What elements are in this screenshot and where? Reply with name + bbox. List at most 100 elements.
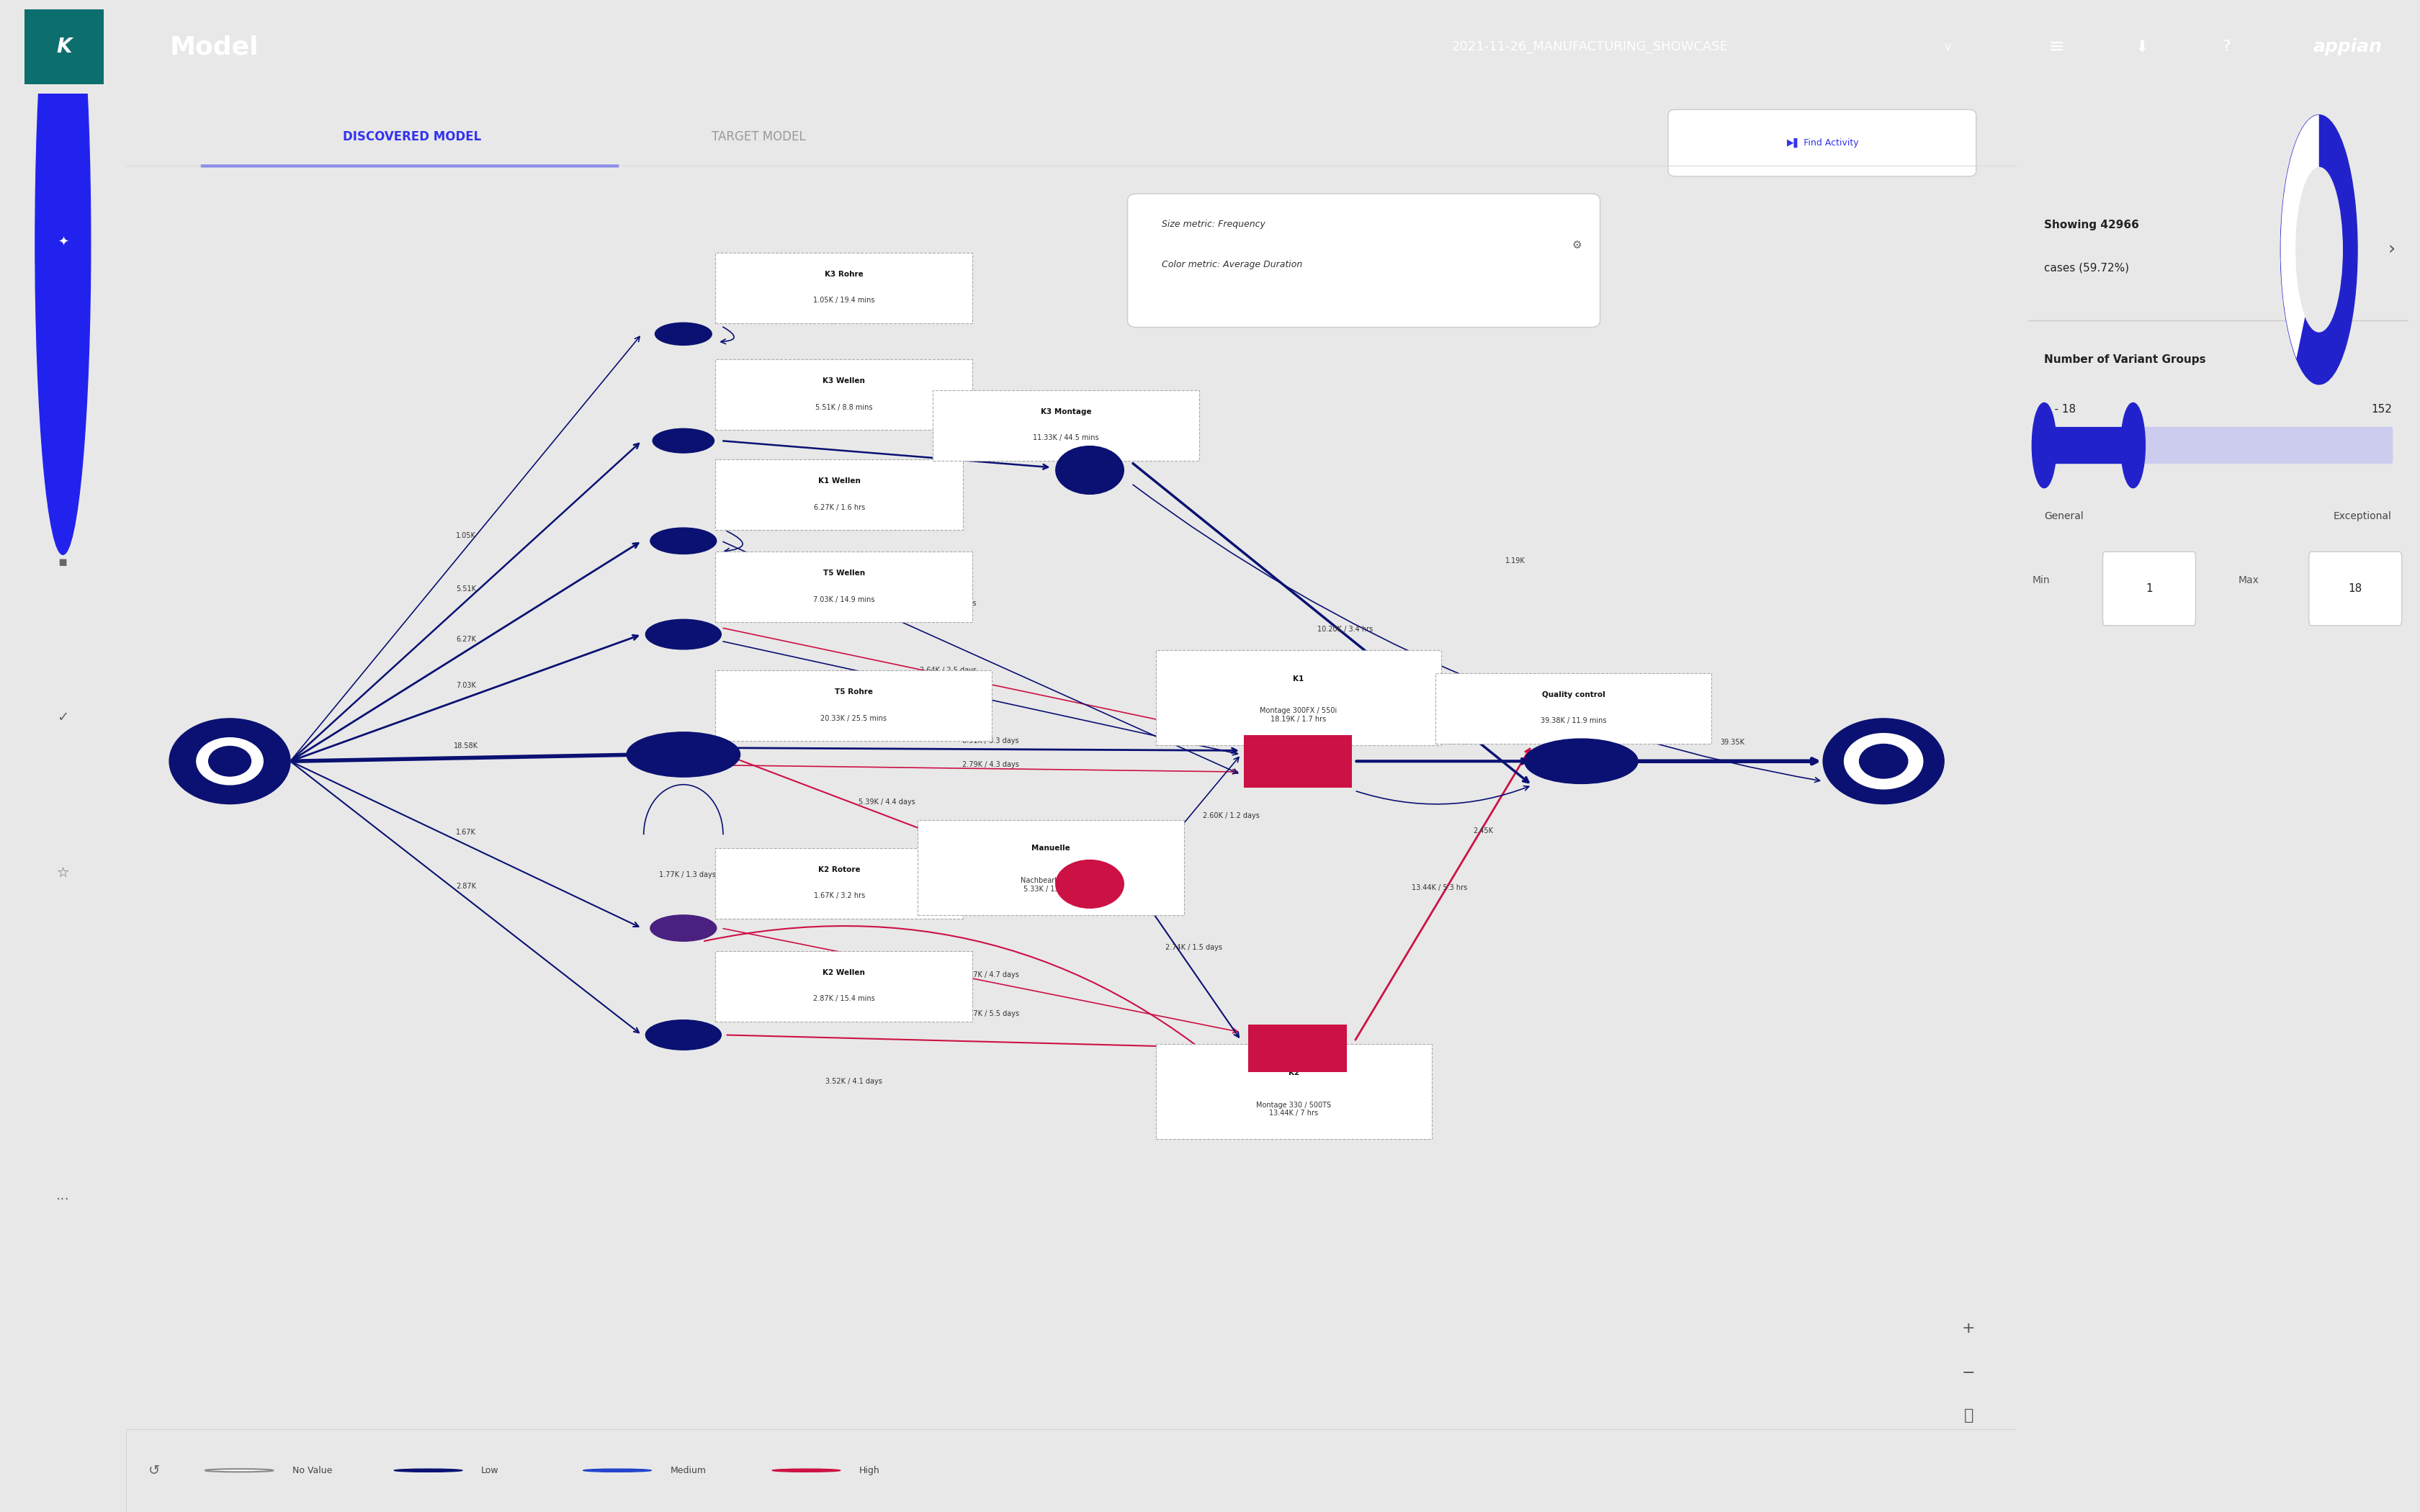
Text: K3 Rohre: K3 Rohre — [825, 271, 864, 278]
Text: +: + — [1963, 1321, 1975, 1337]
FancyBboxPatch shape — [1128, 194, 1600, 327]
Text: 1 - 18: 1 - 18 — [2045, 404, 2076, 414]
Circle shape — [1822, 718, 1943, 804]
Text: 1.67K / 3.2 hrs: 1.67K / 3.2 hrs — [813, 892, 864, 900]
FancyBboxPatch shape — [1249, 1024, 1348, 1072]
Text: 2.87K / 15.4 mins: 2.87K / 15.4 mins — [813, 995, 876, 1002]
Text: −: − — [1963, 1365, 1975, 1380]
Text: 2.87K / 5.5 days: 2.87K / 5.5 days — [963, 1010, 1019, 1018]
Text: Manuelle: Manuelle — [1031, 845, 1070, 851]
Text: 2.60K / 1.2 days: 2.60K / 1.2 days — [1203, 812, 1261, 820]
Text: 2.74K / 1.5 days: 2.74K / 1.5 days — [1166, 943, 1222, 951]
Text: 2021-11-26_MANUFACTURING_SHOWCASE: 2021-11-26_MANUFACTURING_SHOWCASE — [1452, 41, 1728, 53]
Text: K2: K2 — [1287, 1069, 1300, 1077]
Text: DISCOVERED MODEL: DISCOVERED MODEL — [344, 130, 482, 144]
Circle shape — [1055, 446, 1123, 494]
Text: ⬇: ⬇ — [2134, 39, 2149, 54]
FancyBboxPatch shape — [716, 670, 992, 741]
Text: Size metric: Frequency: Size metric: Frequency — [1162, 219, 1266, 230]
Text: 1.67K / 4.7 days: 1.67K / 4.7 days — [963, 971, 1019, 978]
Circle shape — [206, 1470, 273, 1471]
Text: ⛶: ⛶ — [1963, 1408, 1972, 1423]
Text: 1.98K / 3.1 days: 1.98K / 3.1 days — [920, 600, 975, 608]
FancyBboxPatch shape — [1157, 1045, 1433, 1139]
Text: 6.27K / 1.6 hrs: 6.27K / 1.6 hrs — [813, 503, 864, 511]
Ellipse shape — [646, 1021, 721, 1049]
FancyBboxPatch shape — [932, 390, 1200, 461]
FancyBboxPatch shape — [716, 848, 963, 919]
FancyBboxPatch shape — [1667, 110, 1977, 177]
Text: ☰: ☰ — [56, 399, 70, 413]
Text: appian: appian — [2314, 38, 2381, 56]
Ellipse shape — [646, 620, 721, 649]
Text: ···: ··· — [56, 1193, 70, 1207]
Text: 1.05K: 1.05K — [455, 532, 477, 540]
Text: 1.05K / 4.3 days: 1.05K / 4.3 days — [784, 318, 840, 324]
Text: No Value: No Value — [293, 1465, 332, 1476]
Text: 2.87K: 2.87K — [455, 883, 477, 889]
FancyBboxPatch shape — [1157, 650, 1442, 745]
Text: K2 Rotore: K2 Rotore — [818, 866, 862, 874]
Text: 1: 1 — [2147, 584, 2154, 594]
Text: K: K — [56, 36, 73, 57]
Circle shape — [2120, 402, 2144, 488]
Circle shape — [583, 1470, 651, 1471]
Text: Quality control: Quality control — [1542, 691, 1604, 699]
Text: 5.51K: 5.51K — [455, 585, 477, 593]
Circle shape — [2280, 115, 2357, 384]
Text: 3.52K / 4.1 days: 3.52K / 4.1 days — [825, 1078, 881, 1086]
Ellipse shape — [653, 428, 714, 454]
Text: T5 Wellen: T5 Wellen — [823, 570, 864, 576]
FancyBboxPatch shape — [716, 460, 963, 531]
FancyBboxPatch shape — [917, 820, 1183, 915]
Text: Montage 300FX / 550i
18.19K / 1.7 hrs: Montage 300FX / 550i 18.19K / 1.7 hrs — [1261, 708, 1338, 723]
Text: 7.03K: 7.03K — [455, 682, 477, 689]
Text: Number of Variant Groups: Number of Variant Groups — [2045, 354, 2207, 366]
Text: v: v — [1946, 41, 1951, 53]
FancyBboxPatch shape — [2103, 552, 2195, 626]
FancyBboxPatch shape — [24, 9, 104, 85]
Text: K1: K1 — [1292, 674, 1304, 682]
Text: Color metric: Average Duration: Color metric: Average Duration — [1162, 260, 1302, 269]
Circle shape — [169, 718, 290, 804]
Ellipse shape — [656, 322, 711, 345]
Text: 20.33K / 25.5 mins: 20.33K / 25.5 mins — [820, 715, 886, 721]
FancyBboxPatch shape — [1435, 673, 1711, 744]
Text: 7.03K / 14.9 mins: 7.03K / 14.9 mins — [813, 596, 876, 603]
Text: ↺: ↺ — [148, 1464, 160, 1477]
Text: K3 Montage: K3 Montage — [1041, 408, 1091, 416]
Text: 2.45K: 2.45K — [1474, 827, 1493, 835]
Text: ⚙: ⚙ — [1571, 240, 1583, 251]
Text: K1 Wellen: K1 Wellen — [818, 478, 862, 485]
Text: Showing 42966: Showing 42966 — [2045, 219, 2139, 230]
Text: T5 Rohre: T5 Rohre — [835, 688, 874, 696]
Text: Max: Max — [2238, 575, 2258, 585]
Text: 39.35K: 39.35K — [1721, 739, 1745, 745]
Text: 18.58K: 18.58K — [455, 742, 479, 750]
Circle shape — [208, 747, 252, 776]
Text: 1.67K: 1.67K — [455, 829, 477, 836]
Text: ?: ? — [2222, 39, 2231, 54]
Text: Nachbearbeitung
5.33K / 13.1 hrs: Nachbearbeitung 5.33K / 13.1 hrs — [1021, 877, 1082, 892]
FancyBboxPatch shape — [716, 552, 973, 623]
Text: cases (59.72%): cases (59.72%) — [2045, 262, 2130, 274]
Text: 152: 152 — [2372, 404, 2391, 414]
Text: 11.33K / 44.5 mins: 11.33K / 44.5 mins — [1033, 434, 1099, 442]
Text: 5.39K / 4.4 days: 5.39K / 4.4 days — [859, 798, 915, 806]
Text: High: High — [859, 1465, 881, 1476]
Ellipse shape — [651, 915, 716, 940]
FancyBboxPatch shape — [2042, 426, 2134, 464]
Text: Medium: Medium — [670, 1465, 707, 1476]
Text: ☆: ☆ — [56, 866, 70, 880]
Text: 13.44K / 5.3 hrs: 13.44K / 5.3 hrs — [1411, 885, 1467, 891]
Text: 5.51K / 8.8 mins: 5.51K / 8.8 mins — [816, 404, 874, 411]
FancyBboxPatch shape — [2042, 426, 2393, 464]
Text: General: General — [2045, 511, 2084, 522]
FancyBboxPatch shape — [2309, 552, 2401, 626]
Text: Model: Model — [169, 35, 259, 59]
Text: 2.41K / 2.3 days: 2.41K / 2.3 days — [920, 697, 975, 705]
Text: 2.79K / 4.3 days: 2.79K / 4.3 days — [963, 761, 1019, 768]
Wedge shape — [2280, 115, 2318, 358]
Text: K3 Wellen: K3 Wellen — [823, 378, 866, 384]
Text: K2 Wellen: K2 Wellen — [823, 969, 866, 977]
